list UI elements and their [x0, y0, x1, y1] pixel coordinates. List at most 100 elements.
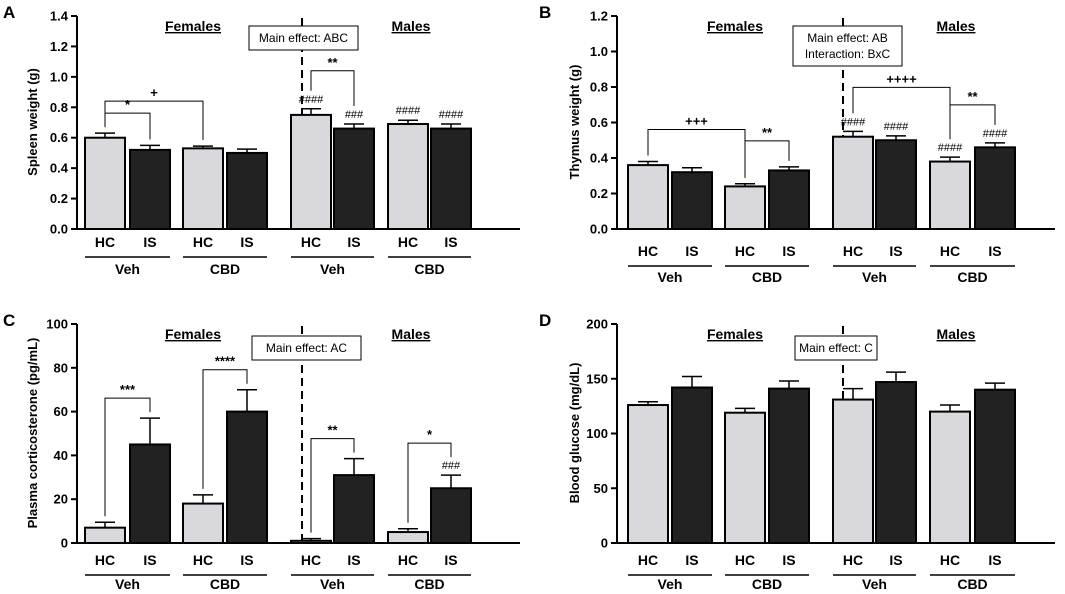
bar-hc: [627, 404, 669, 544]
effect-text: Main effect: C: [799, 341, 873, 355]
group-label: CBD: [752, 269, 782, 285]
x-category-label: HC: [398, 552, 418, 568]
x-category-label: IS: [143, 552, 156, 568]
y-axis-label: Blood glucose (mg/dL): [567, 363, 582, 504]
bar-hc: [182, 147, 224, 230]
significance-label: +: [150, 85, 158, 100]
x-category-label: HC: [940, 552, 960, 568]
y-tick-label: 40: [54, 448, 68, 463]
bar-is: [875, 139, 917, 230]
bar-is: [333, 474, 375, 544]
panel-letter: A: [3, 3, 15, 22]
y-tick-label: 0.0: [50, 222, 68, 237]
group-label: CBD: [414, 576, 444, 592]
significance-label: ****: [215, 354, 236, 369]
bar-is: [671, 386, 713, 545]
significance-label: ++++: [886, 71, 917, 86]
y-tick-label: 50: [594, 481, 608, 496]
x-category-label: HC: [940, 243, 960, 259]
males-label: Males: [937, 326, 976, 342]
significance-bracket: [407, 442, 452, 523]
panel-c: C Plasma corticosterone (pg/mL) 0 20 40 60 80 1…: [3, 311, 520, 592]
y-tick-label: 0.4: [50, 161, 69, 176]
significance-label: +++: [685, 114, 708, 129]
x-category-label: IS: [988, 552, 1001, 568]
bar-is: [226, 151, 268, 230]
panel-a: A Spleen weight (g) 0.0 0.2 0.4 0.6 0.8 1.0 1.2 1…: [3, 3, 520, 277]
bar-is: [671, 171, 713, 230]
significance-hash: ####: [439, 109, 464, 121]
significance-bracket: [744, 140, 790, 178]
y-tick-label: 1.2: [50, 39, 68, 54]
y-tick-label: 1.0: [50, 69, 68, 84]
group-label: Veh: [658, 576, 683, 592]
effect-box: [251, 335, 362, 361]
x-category-label: IS: [782, 552, 795, 568]
y-tick-label: 1.2: [590, 9, 608, 24]
significance-hash: ####: [983, 128, 1008, 140]
bar-hc: [832, 135, 874, 230]
x-category-label: IS: [988, 243, 1001, 259]
significance-bracket: [949, 104, 996, 140]
males-label: Males: [392, 18, 431, 34]
y-tick-label: 200: [586, 317, 608, 332]
significance-hash: ###: [345, 109, 364, 121]
females-label: Females: [707, 326, 763, 342]
y-tick-label: 150: [586, 371, 608, 386]
x-category-label: HC: [193, 234, 213, 250]
y-axis-label: Thymus weight (g): [567, 65, 582, 180]
group-label: CBD: [752, 576, 782, 592]
bar-is: [974, 146, 1016, 231]
group-label: CBD: [957, 576, 987, 592]
bar-is: [430, 127, 472, 230]
x-category-label: HC: [735, 552, 755, 568]
group-label: Veh: [320, 261, 345, 277]
bar-is: [875, 381, 917, 544]
significance-hash: ####: [396, 105, 421, 117]
y-tick-label: 0: [61, 536, 68, 551]
effect-text: Interaction: BxC: [805, 47, 891, 61]
y-tick-label: 0.8: [50, 100, 68, 115]
y-tick-label: 0.6: [50, 130, 68, 145]
significance-label: **: [762, 125, 773, 140]
bar-is: [226, 410, 268, 544]
x-category-label: IS: [240, 552, 253, 568]
bar-is: [430, 487, 472, 544]
x-category-label: IS: [889, 552, 902, 568]
significance-bracket: [104, 397, 151, 517]
y-tick-label: 100: [586, 426, 608, 441]
x-category-label: IS: [685, 552, 698, 568]
panel-letter: D: [539, 311, 551, 330]
bar-is: [974, 388, 1016, 545]
group-label: Veh: [115, 576, 140, 592]
y-tick-label: 0.2: [590, 186, 608, 201]
y-tick-label: 0.8: [590, 80, 608, 95]
effect-text: Main effect: AC: [266, 341, 347, 355]
significance-bracket: [202, 369, 248, 489]
effect-box: [794, 335, 878, 361]
y-tick-label: 0.2: [50, 191, 68, 206]
effect-text: Main effect: ABC: [259, 31, 348, 45]
group-label: Veh: [862, 269, 887, 285]
x-category-label: IS: [685, 243, 698, 259]
x-category-label: HC: [193, 552, 213, 568]
y-tick-label: 80: [54, 360, 68, 375]
females-label: Females: [707, 18, 763, 34]
significance-hash: ####: [884, 121, 909, 133]
panel-letter: C: [3, 311, 15, 330]
x-category-label: HC: [95, 234, 115, 250]
panel-b: B Thymus weight (g) 0.0 0.2 0.4 0.6 0.8 1.0 1.2 F…: [539, 3, 1055, 285]
y-tick-label: 0.6: [590, 115, 608, 130]
males-label: Males: [937, 18, 976, 34]
bar-hc: [84, 526, 126, 544]
bar-is: [333, 127, 375, 230]
bar-hc: [290, 539, 332, 544]
y-tick-label: 20: [54, 492, 68, 507]
y-axis-label: Spleen weight (g): [25, 68, 40, 176]
group-label: CBD: [210, 576, 240, 592]
x-category-label: IS: [347, 552, 360, 568]
group-label: CBD: [957, 269, 987, 285]
significance-hash: ####: [299, 94, 324, 106]
significance-label: **: [327, 55, 338, 70]
x-category-label: IS: [444, 552, 457, 568]
